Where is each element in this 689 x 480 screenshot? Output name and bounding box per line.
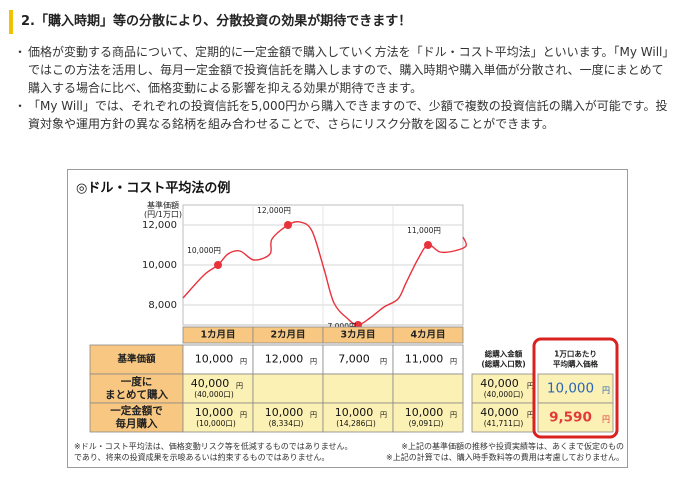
average-cell [537, 373, 614, 404]
price-value: 12,000 [265, 353, 304, 366]
yen-unit: 円 [450, 358, 457, 366]
table-cell [252, 402, 324, 433]
note-left-2: であり、将来の投資成果を示唆あるいは約束するものではありません。 [74, 453, 330, 462]
monthly-amount: 10,000 [335, 406, 374, 419]
yen-unit: 円 [450, 411, 457, 419]
data-point [214, 261, 222, 269]
monthly-amount: 10,000 [405, 406, 444, 419]
table-cell [392, 373, 464, 404]
row-label: 毎月購入 [116, 417, 158, 430]
month-header-cell [392, 326, 464, 344]
price-value: 7,000 [338, 353, 370, 366]
total-cell [471, 402, 536, 433]
average-monthly: 9,590 [549, 410, 592, 426]
yen-unit: 円 [310, 358, 317, 366]
total-cell [471, 373, 536, 404]
total-units: (40,000口) [484, 390, 524, 399]
chart-table-svg: 基準価額(円/1万口)12,00010,0008,00010,000円12,00… [89, 200, 619, 439]
y-axis-label: (円/1万口) [144, 210, 182, 219]
yen-unit: 円 [240, 358, 247, 366]
price-value: 10,000 [195, 353, 234, 366]
data-label: 7,000円 [328, 322, 357, 331]
yen-unit: 円 [380, 358, 387, 366]
figure-title: ◎ドル・コスト平均法の例 [76, 181, 231, 196]
table-cell [182, 373, 254, 404]
row-label-cell [89, 402, 184, 433]
note-right-2: ※上記の計算では、購入時手数料等の費用は考慮しておりません。 [386, 453, 624, 462]
data-label: 11,000円 [407, 226, 441, 235]
total-units: (41,711口) [484, 419, 524, 428]
x-tick-label: 3カ月目 [340, 330, 375, 341]
note-left-1: ※ドル・コスト平均法は、価格変動リスク等を低減するものではありません。 [74, 442, 353, 451]
data-point [424, 241, 432, 249]
table-cell [392, 402, 464, 433]
y-tick-label: 8,000 [148, 300, 177, 311]
total-amount: 40,000 [480, 377, 519, 390]
average-header: 1万口あたり [554, 349, 597, 359]
total-header: 総購入金額 [485, 349, 523, 359]
average-lump: 10,000 [547, 381, 594, 397]
bullet-text: 「My Will」では、それぞれの投資信託を5,000円から購入できますので、少… [28, 99, 668, 131]
monthly-units: (8,334口) [269, 419, 304, 428]
yen-unit: 円 [310, 411, 317, 419]
yen-unit: 円 [527, 382, 534, 390]
y-tick-label: 10,000 [142, 260, 177, 271]
lump-amount: 40,000 [191, 377, 230, 390]
data-label: 12,000円 [257, 206, 291, 215]
yen-unit: 円 [380, 411, 387, 419]
table-cell [392, 344, 464, 375]
bullet-list: ・ 価格が変動する商品について、定期的に一定金額で購入していく方法を「ドル・コス… [14, 43, 674, 133]
yen-unit: 円 [240, 411, 247, 419]
x-tick-label: 4カ月目 [410, 330, 445, 341]
bullet-text: 価格が変動する商品について、定期的に一定金額で購入していく方法を「ドル・コスト平… [28, 45, 669, 95]
yen-unit: 円 [236, 382, 243, 390]
total-amount: 40,000 [480, 406, 519, 419]
section-heading: 2.「購入時期」等の分散により、分散投資の効果が期待できます！ [9, 10, 411, 34]
total-header: (総購入口数) [481, 359, 525, 369]
data-point [284, 221, 292, 229]
monthly-amount: 10,000 [265, 406, 304, 419]
bullet-dot: ・ [14, 99, 27, 113]
table-cell [322, 402, 394, 433]
monthly-units: (9,091口) [409, 419, 444, 428]
table-cell [252, 344, 324, 375]
monthly-units: (14,286口) [336, 419, 376, 428]
row-label: 基準価額 [116, 353, 156, 365]
x-tick-label: 1カ月目 [200, 330, 235, 341]
bullet-item: ・ 「My Will」では、それぞれの投資信託を5,000円から購入できますので… [14, 97, 674, 133]
table-cell [182, 344, 254, 375]
y-tick-label: 12,000 [142, 220, 177, 231]
row-label: 一定金額で [110, 404, 163, 417]
lump-units: (40,000口) [194, 390, 234, 399]
row-label: 一度に [121, 375, 153, 388]
data-label: 10,000円 [187, 246, 221, 255]
yen-unit: 円 [527, 411, 534, 419]
dollar-cost-figure: ◎ドル・コスト平均法の例 基準価額 (円/1万口) 12,000 10,000 8,00… [67, 169, 628, 468]
monthly-units: (10,000口) [196, 419, 236, 428]
note-right-1: ※上記の基準価額の推移や投資実績等は、あくまで仮定のもの [401, 442, 624, 451]
table-cell [182, 402, 254, 433]
table-cell [252, 373, 324, 404]
price-value: 11,000 [405, 353, 444, 366]
figure-notes: ※ドル・コスト平均法は、価格変動リスク等を低減するものではありません。 ※上記の… [74, 441, 624, 463]
yen-unit: 円 [602, 415, 610, 424]
average-header: 平均購入価格 [553, 359, 598, 369]
table-cell [322, 373, 394, 404]
yen-unit: 円 [602, 386, 610, 395]
row-label: まとめて購入 [105, 388, 168, 401]
average-cell [537, 402, 614, 433]
x-tick-label: 2カ月目 [270, 330, 305, 341]
y-axis-label: 基準価額 [147, 200, 179, 210]
monthly-amount: 10,000 [195, 406, 234, 419]
bullet-item: ・ 価格が変動する商品について、定期的に一定金額で購入していく方法を「ドル・コス… [14, 43, 674, 97]
highlight-frame [532, 337, 619, 439]
bullet-dot: ・ [14, 45, 27, 59]
